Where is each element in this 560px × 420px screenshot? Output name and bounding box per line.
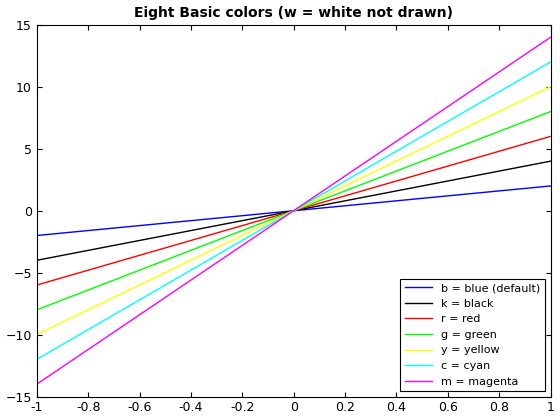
g = green [34, 307, 40, 312]
k = black [357, 195, 363, 200]
g = green [357, 183, 363, 188]
Title: Eight Basic colors (w = white not drawn): Eight Basic colors (w = white not drawn) [134, 5, 453, 20]
c = cyan [95, 321, 102, 326]
r = red [547, 134, 554, 139]
r = red [357, 189, 363, 194]
k = black [407, 186, 413, 191]
r = red [237, 224, 244, 229]
g = green [237, 229, 244, 234]
k = black [201, 226, 208, 231]
Line: m = magenta: m = magenta [37, 37, 550, 384]
m = magenta [237, 244, 244, 249]
b = blue (default) [34, 233, 40, 238]
Line: y = yellow: y = yellow [37, 87, 550, 335]
m = magenta [357, 163, 363, 168]
k = black [237, 218, 244, 223]
y = yellow [407, 152, 413, 157]
r = red [407, 174, 413, 179]
c = cyan [34, 357, 40, 362]
y = yellow [547, 84, 554, 89]
g = green [95, 284, 102, 289]
k = black [95, 246, 102, 251]
r = red [95, 265, 102, 270]
k = black [404, 186, 411, 191]
c = cyan [407, 141, 413, 146]
Line: g = green: g = green [37, 112, 550, 310]
c = cyan [547, 60, 554, 65]
y = yellow [404, 153, 411, 158]
y = yellow [95, 302, 102, 307]
Line: c = cyan: c = cyan [37, 62, 550, 360]
m = magenta [407, 129, 413, 134]
b = blue (default) [407, 197, 413, 202]
Line: r = red: r = red [37, 136, 550, 285]
c = cyan [201, 260, 208, 265]
b = blue (default) [95, 227, 102, 232]
m = magenta [201, 269, 208, 274]
g = green [547, 109, 554, 114]
g = green [404, 164, 411, 169]
Legend: b = blue (default), k = black, r = red, g = green, y = yellow, c = cyan, m = mag: b = blue (default), k = black, r = red, … [400, 279, 545, 391]
c = cyan [237, 239, 244, 244]
m = magenta [95, 340, 102, 345]
y = yellow [201, 252, 208, 257]
m = magenta [34, 382, 40, 387]
k = black [547, 159, 554, 164]
b = blue (default) [201, 217, 208, 222]
g = green [201, 243, 208, 248]
b = blue (default) [547, 184, 554, 189]
y = yellow [357, 176, 363, 181]
b = blue (default) [237, 213, 244, 218]
r = red [404, 175, 411, 180]
m = magenta [547, 35, 554, 40]
Line: k = black: k = black [37, 161, 550, 260]
y = yellow [237, 234, 244, 239]
b = blue (default) [404, 197, 411, 202]
r = red [34, 283, 40, 288]
c = cyan [357, 170, 363, 175]
Line: b = blue (default): b = blue (default) [37, 186, 550, 236]
g = green [407, 163, 413, 168]
m = magenta [404, 131, 411, 136]
c = cyan [404, 142, 411, 147]
k = black [34, 258, 40, 263]
r = red [201, 234, 208, 239]
y = yellow [34, 332, 40, 337]
b = blue (default) [357, 202, 363, 207]
